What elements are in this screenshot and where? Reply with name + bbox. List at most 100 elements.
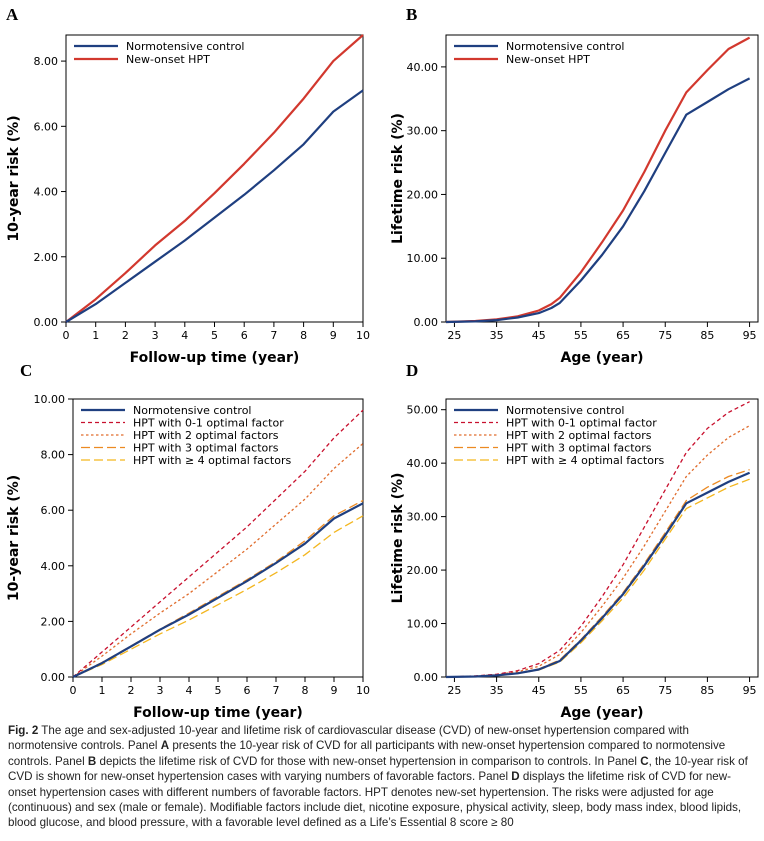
y-tick-label: 40.00	[407, 61, 439, 74]
y-axis-label: 10-year risk (%)	[6, 475, 22, 601]
y-tick-label: 50.00	[407, 404, 439, 417]
y-tick-label: 10.00	[407, 252, 439, 265]
y-tick-label: 0.00	[414, 316, 439, 329]
x-tick-label: 95	[743, 329, 757, 342]
y-tick-label: 2.00	[34, 251, 59, 264]
series-line-1	[72, 409, 364, 678]
x-tick-label: 4	[181, 329, 188, 342]
x-tick-label: 7	[273, 684, 280, 697]
figure-canvas: A0 1 2 3 4 5 6 7 8 9 100.002.004.006.008.00Follow-…	[6, 5, 759, 720]
panel-label: D	[406, 361, 418, 380]
panel-D: D 25 35 45 55 65 75 85 95 0.00 10.00 20.00 30.00 40.0…	[390, 361, 759, 720]
y-tick-label: 20.00	[407, 188, 439, 201]
x-tick-label: 0	[70, 684, 77, 697]
x-tick-label: 5	[211, 329, 218, 342]
x-tick-label: 45	[532, 329, 546, 342]
x-tick-label: 65	[616, 684, 630, 697]
caption-part-2: presents the 10-year risk of CVD for all…	[8, 739, 726, 768]
y-tick-label: 0.00	[414, 671, 439, 684]
series-line-4	[72, 515, 364, 678]
series-line-0	[445, 471, 751, 679]
x-tick-label: 85	[700, 684, 714, 697]
x-tick-label: 3	[157, 684, 164, 697]
series-line-2	[72, 443, 364, 678]
series-line-0	[445, 77, 751, 324]
legend-label: HPT with 3 optimal factors	[133, 442, 279, 455]
x-tick-label: 35	[490, 329, 504, 342]
caption-part-6: , the 10-year risk of CVD is shown for n…	[8, 754, 748, 784]
y-axis-label: 10-year risk (%)	[6, 115, 22, 241]
x-tick-label: 7	[270, 329, 277, 342]
y-tick-label: 4.00	[34, 186, 59, 199]
x-tick-label: 35	[490, 684, 504, 697]
x-tick-label: 0	[63, 329, 70, 342]
plot-frame	[445, 398, 759, 678]
y-tick-label: 30.00	[407, 511, 439, 524]
caption-figure-label: Fig. 2	[8, 724, 39, 737]
x-axis-label: Follow-up time (year)	[130, 350, 300, 366]
panel-C: C 0 1 2 3 4 5 6 7 8 9 10 0.00 2.00 4.00 6.00 8.00 10.00 Fo…	[6, 361, 370, 720]
x-axis-label: Age (year)	[561, 350, 644, 366]
caption-part-1: A	[160, 739, 170, 753]
x-tick-label: 9	[330, 329, 337, 342]
series-line-4	[445, 478, 750, 678]
legend-label: Normotensive control	[506, 40, 624, 53]
caption-body: The age and sex-adjusted 10-year and lif…	[8, 724, 748, 829]
y-tick-label: 20.00	[407, 564, 439, 577]
y-tick-label: 8.00	[41, 449, 66, 462]
x-tick-label: 4	[186, 684, 193, 697]
y-axis-label: Lifetime risk (%)	[390, 113, 406, 244]
x-tick-label: 10	[356, 684, 370, 697]
x-tick-label: 10	[356, 329, 370, 342]
x-tick-label: 75	[658, 329, 672, 342]
y-tick-label: 0.00	[34, 316, 59, 329]
series-line-1	[65, 34, 364, 323]
legend-label: HPT with 0-1 optimal factor	[133, 417, 284, 430]
series-line-3	[72, 499, 364, 678]
x-tick-label: 6	[244, 684, 251, 697]
legend-label: HPT with 2 optimal factors	[133, 429, 279, 442]
x-tick-label: 65	[616, 329, 630, 342]
y-tick-label: 0.00	[41, 671, 66, 684]
legend-label: New-onset HPT	[126, 53, 210, 66]
x-tick-label: 55	[574, 329, 588, 342]
x-tick-label: 9	[331, 684, 338, 697]
x-tick-label: 2	[128, 684, 135, 697]
x-tick-label: 3	[152, 329, 159, 342]
x-tick-label: 5	[215, 684, 222, 697]
y-tick-label: 4.00	[41, 560, 66, 573]
figure-caption: Fig. 2 The age and sex-adjusted 10-year …	[8, 723, 756, 831]
y-tick-label: 8.00	[34, 55, 59, 68]
x-tick-label: 8	[300, 329, 307, 342]
series-line-1	[445, 36, 751, 324]
legend-label: HPT with ≥ 4 optimal factors	[506, 454, 664, 467]
legend-label: HPT with 0-1 optimal factor	[506, 417, 657, 430]
caption-part-5: C	[640, 754, 649, 768]
legend-label: HPT with ≥ 4 optimal factors	[133, 454, 291, 467]
caption-part-7: D	[511, 770, 520, 784]
x-tick-label: 45	[532, 684, 546, 697]
x-tick-label: 55	[574, 684, 588, 697]
panel-A: A 0 1 2 3 4 5 6 7 8 9 10 0.00 2.00 4.00 6.00 8.00 Follow-…	[6, 5, 370, 366]
y-tick-label: 10.00	[34, 393, 66, 406]
x-tick-label: 1	[99, 684, 106, 697]
caption-part-4: depicts the lifetime risk of CVD for tho…	[96, 754, 641, 768]
y-tick-label: 40.00	[407, 457, 439, 470]
x-tick-label: 25	[447, 684, 461, 697]
plot-frame	[445, 34, 759, 323]
x-axis-label: Follow-up time (year)	[133, 705, 303, 720]
x-tick-label: 2	[122, 329, 129, 342]
y-tick-label: 10.00	[407, 618, 439, 631]
legend-label: Normotensive control	[126, 40, 244, 53]
series-line-1	[445, 401, 750, 678]
y-tick-label: 30.00	[407, 125, 439, 138]
x-tick-label: 8	[302, 684, 309, 697]
panel-B: B 25 35 45 55 65 75 85 95 0.00 10.00 20.00 30.00 40.0…	[390, 5, 759, 366]
x-tick-label: 1	[92, 329, 99, 342]
panel-label: A	[6, 5, 19, 24]
legend-label: Normotensive control	[506, 404, 624, 417]
y-axis-label: Lifetime risk (%)	[390, 473, 406, 604]
legend-label: HPT with 3 optimal factors	[506, 442, 652, 455]
x-tick-label: 75	[658, 684, 672, 697]
series-line-0	[72, 502, 364, 678]
